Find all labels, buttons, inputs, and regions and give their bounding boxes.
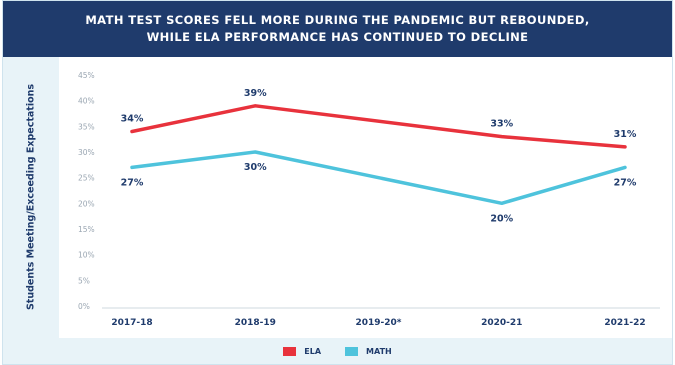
y-tick-label: 25% (78, 174, 95, 183)
data-label-ela: 39% (244, 88, 267, 99)
legend-label-math: MATH (366, 346, 392, 356)
y-tick-label: 20% (78, 199, 95, 208)
legend-item-ela: ELA (283, 346, 322, 356)
data-label-math: 20% (490, 213, 513, 224)
legend: ELA MATH (3, 338, 672, 364)
y-tick-label: 0% (78, 302, 90, 311)
legend-swatch-math (345, 346, 359, 356)
data-label-ela: 31% (614, 129, 637, 140)
legend-swatch-ela (283, 346, 297, 356)
y-tick-label: 30% (78, 148, 95, 157)
data-label-ela: 34% (121, 113, 144, 124)
legend-item-math: MATH (345, 346, 392, 356)
series-line-ela (130, 104, 627, 149)
y-tick-label: 40% (78, 97, 95, 106)
x-tick-label: 2021-22 (604, 318, 645, 328)
x-tick-label: 2017-18 (111, 318, 152, 328)
chart-title-line-1: MATH TEST SCORES FELL MORE DURING THE PA… (85, 13, 590, 27)
data-label-math: 27% (121, 177, 144, 188)
legend-label-ela: ELA (304, 346, 322, 356)
legend-panel (3, 338, 672, 364)
y-tick-label: 45% (78, 71, 95, 80)
x-tick-label: 2019-20* (355, 318, 401, 328)
x-tick-label: 2020-21 (481, 318, 522, 328)
chart-title: MATH TEST SCORES FELL MORE DURING THE PA… (3, 1, 672, 57)
y-tick-label: 15% (78, 225, 95, 234)
data-label-math: 27% (614, 177, 637, 188)
series-line-math (130, 150, 627, 206)
y-tick-label: 5% (78, 276, 90, 285)
y-axis-panel (3, 57, 59, 338)
y-tick-label: 35% (78, 122, 95, 131)
x-tick-label: 2018-19 (235, 318, 276, 328)
chart-title-line-2: WHILE ELA PERFORMANCE HAS CONTINUED TO D… (146, 30, 529, 44)
data-label-math: 30% (244, 162, 267, 173)
y-tick-label: 10% (78, 251, 95, 260)
data-label-ela: 33% (490, 119, 513, 130)
